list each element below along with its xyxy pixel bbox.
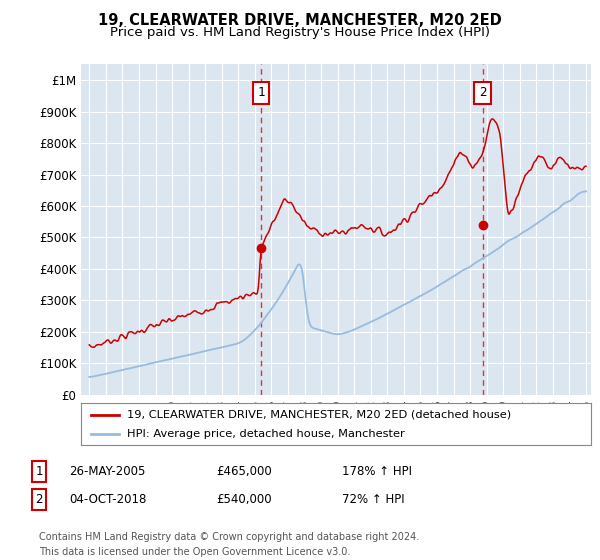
Text: 19, CLEARWATER DRIVE, MANCHESTER, M20 2ED (detached house): 19, CLEARWATER DRIVE, MANCHESTER, M20 2E… [127,409,511,419]
Text: 72% ↑ HPI: 72% ↑ HPI [342,493,404,506]
Text: HPI: Average price, detached house, Manchester: HPI: Average price, detached house, Manc… [127,429,404,439]
Text: 1: 1 [35,465,43,478]
Text: 2: 2 [479,86,486,99]
Text: 2: 2 [35,493,43,506]
Text: £540,000: £540,000 [216,493,272,506]
Text: 19, CLEARWATER DRIVE, MANCHESTER, M20 2ED: 19, CLEARWATER DRIVE, MANCHESTER, M20 2E… [98,13,502,28]
Text: Contains HM Land Registry data © Crown copyright and database right 2024.
This d: Contains HM Land Registry data © Crown c… [39,532,419,557]
Text: 178% ↑ HPI: 178% ↑ HPI [342,465,412,478]
Text: 1: 1 [257,86,265,99]
Text: 04-OCT-2018: 04-OCT-2018 [69,493,146,506]
Text: 26-MAY-2005: 26-MAY-2005 [69,465,145,478]
Text: £465,000: £465,000 [216,465,272,478]
Text: Price paid vs. HM Land Registry's House Price Index (HPI): Price paid vs. HM Land Registry's House … [110,26,490,39]
